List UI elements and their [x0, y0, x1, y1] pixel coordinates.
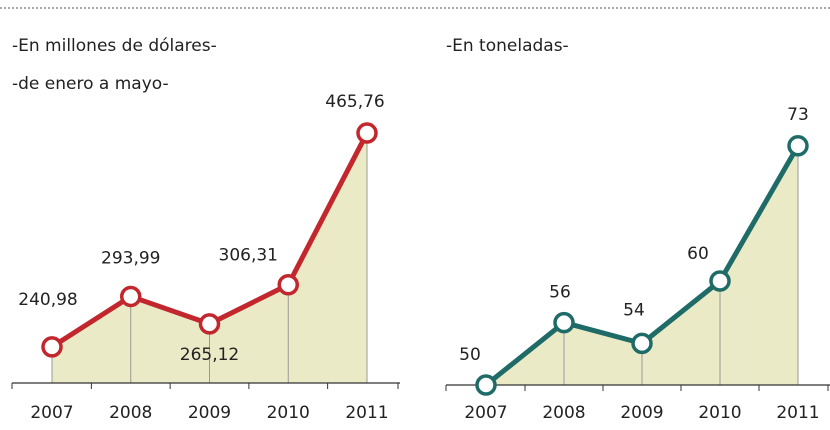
marker: [709, 270, 731, 292]
value-label: 240,98: [18, 290, 77, 310]
subtitle: -En toneladas-: [446, 36, 569, 56]
marker: [198, 313, 221, 335]
value-label: 56: [549, 283, 571, 303]
value-label: 73: [787, 105, 809, 125]
marker: [277, 273, 299, 296]
marker: [475, 374, 497, 396]
x-tick-label: 2010: [267, 403, 310, 423]
value-label: 54: [623, 300, 645, 320]
x-tick-label: 2007: [464, 403, 507, 423]
value-label: 293,99: [101, 248, 160, 268]
x-tick-label: 2011: [345, 403, 388, 423]
x-tick-label: 2008: [542, 403, 585, 423]
x-tick-label: 2009: [620, 403, 663, 423]
x-tick-label: 2011: [776, 403, 819, 423]
marker: [41, 336, 63, 358]
value-label: 60: [687, 244, 709, 264]
x-tick-label: 2008: [109, 403, 152, 423]
marker: [787, 135, 809, 157]
value-label: 50: [459, 345, 481, 365]
x-tick-label: 2007: [30, 403, 73, 423]
x-tick-label: 2010: [698, 403, 741, 423]
value-label: 465,76: [325, 92, 384, 112]
value-label: 265,12: [180, 345, 239, 365]
x-tick-label: 2009: [188, 403, 231, 423]
marker: [120, 285, 142, 308]
subtitle: -de enero a mayo-: [12, 74, 169, 94]
subtitle: -En millones de dólares-: [12, 36, 217, 56]
marker: [631, 332, 653, 355]
value-label: 306,31: [219, 246, 278, 266]
marker: [553, 311, 575, 334]
marker: [356, 122, 378, 144]
